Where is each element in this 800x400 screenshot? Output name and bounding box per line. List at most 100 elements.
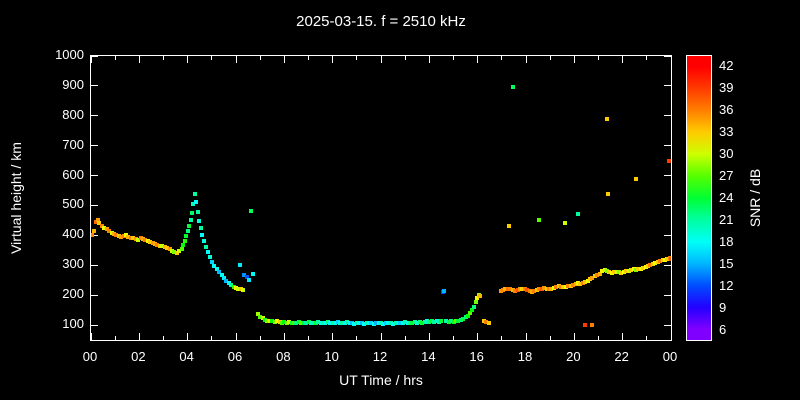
x-tick-mark [332,56,334,63]
data-point [503,287,508,292]
data-point [666,158,671,163]
data-point [604,116,609,121]
data-point [202,238,207,243]
colorbar-tick-label: 18 [719,234,734,249]
colorbar-tick-label: 27 [719,168,734,183]
data-point [410,320,415,325]
data-point [646,264,651,269]
data-point [463,315,468,320]
y-tick-mark [664,234,671,236]
x-minor-tick-mark [259,56,261,60]
data-point [400,320,405,325]
data-point [621,270,626,275]
data-point [136,237,141,242]
data-point [505,286,510,291]
data-point [453,319,458,324]
data-point [369,321,374,326]
x-minor-tick-mark [453,336,454,340]
data-point [597,271,602,276]
data-point [607,270,612,275]
data-point [107,228,112,233]
x-axis-label: UT Time / hrs [339,372,423,388]
data-point [473,300,478,305]
data-point [294,320,299,325]
data-point [510,85,515,90]
data-point [95,218,100,223]
y-tick-mark [664,294,671,296]
data-point [383,321,388,326]
data-point [583,280,588,284]
data-point [655,260,660,265]
data-point [119,234,124,239]
data-point [583,323,588,328]
data-point [330,321,335,326]
data-point [126,235,131,240]
data-point [169,248,174,253]
data-point [641,265,646,270]
x-minor-tick-mark [646,56,648,60]
chart-title: 2025-03-15. f = 2510 kHz [296,13,466,30]
data-point [513,288,518,293]
data-point [357,320,362,325]
data-point [155,242,160,247]
data-point [318,320,323,325]
x-minor-tick-mark [453,56,454,60]
data-point [507,224,512,229]
data-point [381,321,386,326]
data-point [470,308,475,313]
data-point [313,320,318,325]
data-point [527,288,532,293]
data-point [131,235,136,240]
data-point [578,281,583,286]
data-point [486,320,491,325]
y-tick-mark [664,115,671,117]
x-tick-label: 14 [421,349,436,364]
data-point [174,251,179,255]
data-point [258,314,263,319]
data-point [301,321,306,326]
data-point [592,274,597,279]
x-tick-mark [380,333,382,340]
y-tick-label: 200 [62,286,84,302]
data-point [167,247,172,252]
x-tick-mark [235,56,237,63]
x-tick-mark [187,333,189,340]
data-point [292,321,296,326]
y-tick-mark [664,175,671,177]
data-point [209,259,214,264]
data-point [179,246,184,251]
data-point [275,319,280,324]
data-point [102,225,107,230]
data-point [340,321,345,326]
data-point [345,320,350,325]
data-point [606,191,611,196]
data-point [238,287,243,292]
data-point [287,320,292,325]
y-tick-mark [91,115,98,117]
y-tick-mark [91,56,98,57]
data-point [187,224,192,229]
data-point [279,320,284,325]
data-point [658,259,663,264]
data-point [542,285,547,290]
x-tick-mark [138,333,140,340]
data-point [614,269,619,274]
data-point [316,320,321,325]
data-point [352,321,357,326]
data-point [562,220,567,225]
data-point [140,237,145,242]
data-point [200,232,205,237]
data-point [229,283,234,288]
data-point [237,263,242,268]
data-point [415,320,420,325]
data-point [520,286,525,291]
data-point [551,285,556,290]
data-point [260,316,265,321]
x-tick-mark [477,56,479,63]
data-point [251,271,256,276]
data-point [194,199,199,204]
y-tick-label: 600 [62,166,84,182]
data-point [468,311,473,316]
data-point [575,212,580,217]
data-point [648,263,653,268]
